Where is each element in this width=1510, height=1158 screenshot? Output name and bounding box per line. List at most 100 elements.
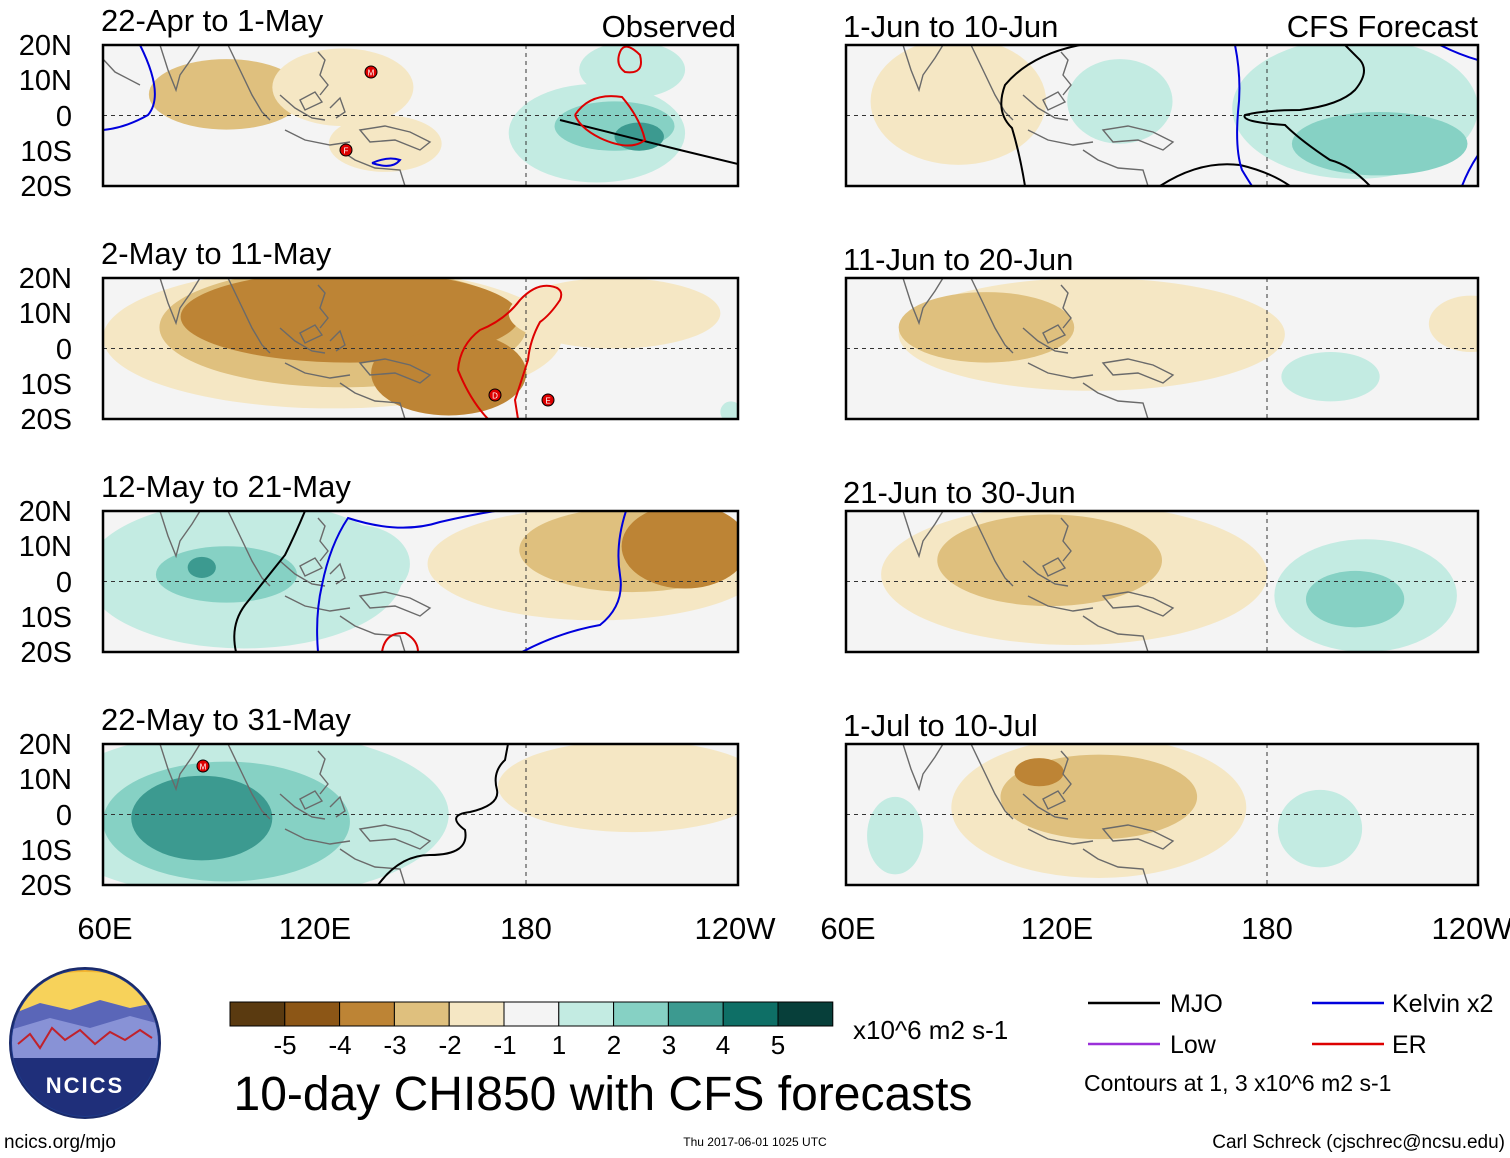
wave-contours [103, 45, 738, 167]
x-tick-label: 180 [1241, 911, 1293, 946]
y-tick-label: 0 [56, 334, 72, 366]
colorbar-ticks: -5 -4 -3 -2 -1 1 2 3 4 5 [273, 1030, 785, 1060]
kelvin-contour [1234, 45, 1253, 186]
y-axis: 20N 10N 0 10S 20S [19, 263, 72, 436]
cyclone-markers: D E [488, 388, 555, 407]
column-label-observed: Observed [602, 9, 736, 44]
er-contour [381, 631, 419, 652]
er-contour [574, 95, 647, 147]
ncics-logo: NCICS [9, 967, 161, 1119]
colorbar-tick-label: -4 [328, 1030, 351, 1060]
colorbar-tick-label: -1 [493, 1030, 516, 1060]
anomaly-shading [898, 278, 1478, 402]
svg-text:E: E [545, 397, 550, 406]
svg-text:F: F [344, 147, 349, 156]
x-tick-label: 180 [500, 911, 552, 946]
anomaly-shading [103, 744, 738, 885]
panel-observed-4: 22-May to 31-May M 20N 10N 0 10S 2 [19, 702, 740, 902]
panel-title: 2-May to 11-May [101, 236, 332, 271]
x-tick-label: 60E [820, 911, 875, 946]
panel-title: 1-Jun to 10-Jun [843, 9, 1058, 44]
anomaly-blob [621, 511, 738, 589]
x-tick-label: 60E [77, 911, 132, 946]
anomaly-blob [508, 278, 721, 349]
kelvin-contour [521, 511, 627, 652]
anomaly-shading [870, 45, 1478, 179]
cyclone-marker: E [541, 393, 555, 407]
anomaly-blob [937, 514, 1162, 607]
colorbar-tick-label: -2 [438, 1030, 461, 1060]
land-outlines [902, 45, 1175, 186]
colorbar-box [229, 1001, 286, 1027]
panel-forecast-1: 1-Jun to 10-Jun [843, 9, 1480, 188]
land-outlines [902, 511, 1175, 652]
panel-title: 22-May to 31-May [101, 702, 351, 737]
plot-frame [101, 43, 740, 188]
anomaly-blob [187, 556, 216, 578]
mjo-contour [559, 119, 738, 165]
anomaly-blob [1291, 111, 1468, 176]
land-outlines [159, 278, 432, 419]
legend-item-er: ER [1312, 1031, 1427, 1059]
anomaly-blob [1428, 295, 1478, 353]
chart-title: 10-day CHI850 with CFS forecasts [234, 1068, 973, 1121]
y-axis: 20N 10N 0 10S 20S [19, 729, 72, 902]
panel-title: 21-Jun to 30-Jun [843, 475, 1076, 510]
colorbar-boxes [229, 1001, 834, 1027]
mjo-contour [377, 744, 509, 885]
er-contour [617, 45, 642, 74]
y-tick-label: 20S [20, 171, 72, 203]
y-axis: 20N 10N 0 10S 20S [19, 30, 72, 203]
x-axis-observed: 60E 120E 180 120W [77, 911, 776, 946]
plot-frame [844, 276, 1480, 421]
anomaly-blob [304, 525, 410, 603]
svg-text:D: D [492, 392, 498, 401]
plot-frame [101, 509, 740, 654]
y-tick-label: 10S [20, 369, 72, 401]
x-tick-label: 120W [1432, 911, 1510, 946]
anomaly-blob [1067, 59, 1173, 144]
panel-title: 11-Jun to 20-Jun [843, 242, 1073, 277]
colorbar-tick-label: -3 [383, 1030, 406, 1060]
y-tick-label: 10S [20, 835, 72, 867]
x-tick-label: 120E [279, 911, 351, 946]
column-label-forecast: CFS Forecast [1287, 9, 1479, 44]
cyclone-marker: M [364, 65, 378, 79]
panel-observed-1: 22-Apr to 1-May M F [19, 3, 740, 203]
y-axis: 20N 10N 0 10S 20S [19, 496, 72, 669]
cyclone-marker: F [339, 143, 353, 157]
legend-item-low: Low [1088, 1031, 1217, 1059]
colorbar-box [722, 1001, 779, 1027]
colorbar-box [777, 1001, 834, 1027]
anomaly-blob [155, 546, 298, 603]
colorbar-tick-label: -5 [273, 1030, 296, 1060]
plot-frame [844, 742, 1480, 887]
wave-contours [1000, 45, 1478, 186]
anomaly-blob [870, 45, 1047, 165]
anomaly-blob [1305, 570, 1405, 628]
land-outlines [902, 278, 1175, 419]
land-outlines [902, 744, 1175, 885]
land-outlines [159, 744, 432, 885]
kelvin-contour [1439, 45, 1478, 61]
kelvin-contour [371, 157, 402, 167]
cyclone-marker: D [488, 388, 502, 402]
y-tick-label: 20N [19, 30, 72, 62]
anomaly-shading [148, 45, 686, 183]
legend-label: MJO [1170, 990, 1223, 1018]
anomaly-blob [498, 744, 738, 833]
anomaly-shading [881, 511, 1457, 652]
y-tick-label: 20N [19, 729, 72, 761]
anomaly-blob [272, 48, 414, 127]
y-tick-label: 0 [56, 567, 72, 599]
land-outlines [103, 45, 432, 186]
panel-title: 22-Apr to 1-May [101, 3, 324, 38]
colorbar-tick-label: 5 [771, 1030, 785, 1060]
colorbar-box [613, 1001, 669, 1027]
colorbar-box [448, 1001, 505, 1027]
y-tick-label: 20S [20, 404, 72, 436]
anomaly-blob [1277, 789, 1363, 868]
footer-timestamp: Thu 2017-06-01 1025 UTC [683, 1135, 827, 1149]
svg-text:M: M [200, 763, 207, 772]
